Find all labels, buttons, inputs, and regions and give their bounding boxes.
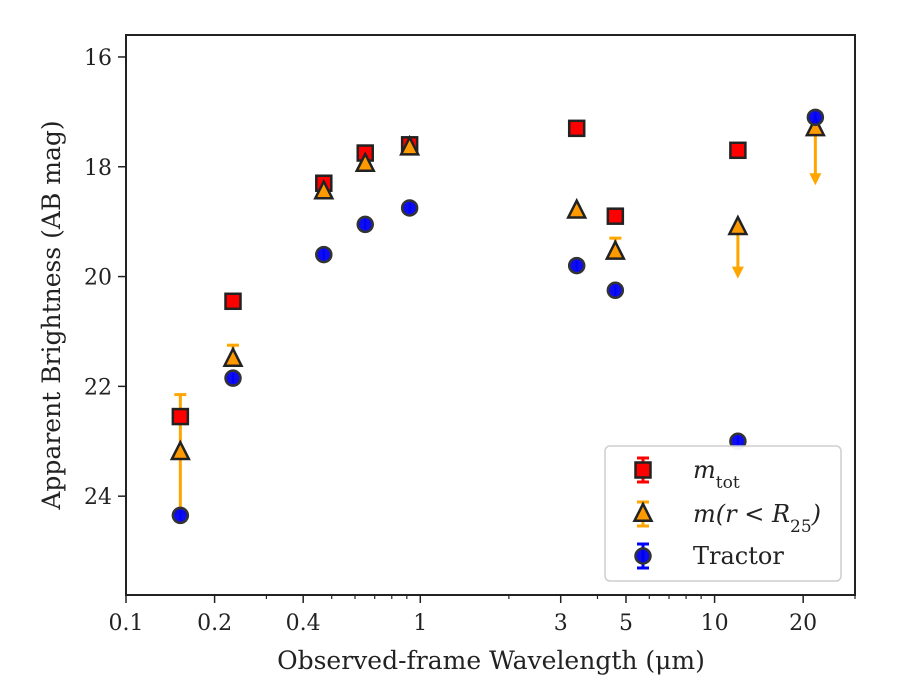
chart-axes: 0.1 0.2 0.4 1 3 5 10 20 16 18 20 22 24 — [84, 34, 856, 636]
triangle-marker — [804, 115, 826, 137]
legend-label: mtot — [693, 456, 740, 493]
legend-entry: Tractor — [634, 542, 784, 570]
x-tick-label: 0.1 — [109, 611, 144, 636]
x-tick-label: 1 — [413, 611, 427, 636]
triangle-marker — [604, 239, 626, 260]
y-tick-label: 20 — [84, 266, 112, 291]
legend-box — [604, 445, 842, 582]
arrow-head — [809, 173, 822, 186]
y-tick-label: 16 — [84, 46, 112, 71]
legend-entry: m(r < R25) — [632, 500, 821, 537]
x-tick-label: 5 — [619, 611, 633, 636]
legend-square-marker — [634, 461, 652, 479]
legend: mtot m(r < R25) Tractor — [604, 445, 842, 582]
triangle-marker — [566, 197, 588, 219]
triangle-marker — [354, 151, 376, 173]
triangle-marker — [399, 134, 421, 156]
x-axis-label: Observed-frame Wavelength (μm) — [277, 646, 705, 675]
x-tick-label: 10 — [701, 611, 729, 636]
triangle-marker — [727, 214, 749, 236]
chart-marks — [169, 108, 826, 525]
y-axis-label: Apparent Brightness (AB mag) — [37, 120, 66, 510]
arrow-head — [731, 266, 744, 279]
plot-frame — [125, 34, 856, 596]
legend-label: m(r < R25) — [693, 500, 821, 537]
triangle-marker — [313, 178, 335, 200]
legend-triangle-marker — [632, 501, 654, 523]
x-tick-label: 0.2 — [197, 611, 232, 636]
y-tick-label: 24 — [84, 485, 112, 510]
upper-limit-arrow — [809, 128, 822, 186]
legend-entry: mtot — [634, 456, 740, 493]
triangle-marker — [222, 346, 244, 367]
legend-label: Tractor — [693, 542, 784, 570]
legend-circle-marker — [634, 547, 652, 565]
y-tick-label: 22 — [84, 375, 112, 400]
y-tick-label: 18 — [84, 156, 112, 181]
x-tick-label: 20 — [789, 611, 817, 636]
x-tick-label: 0.4 — [286, 611, 321, 636]
triangle-marker — [169, 439, 191, 461]
x-tick-label: 3 — [554, 611, 568, 636]
